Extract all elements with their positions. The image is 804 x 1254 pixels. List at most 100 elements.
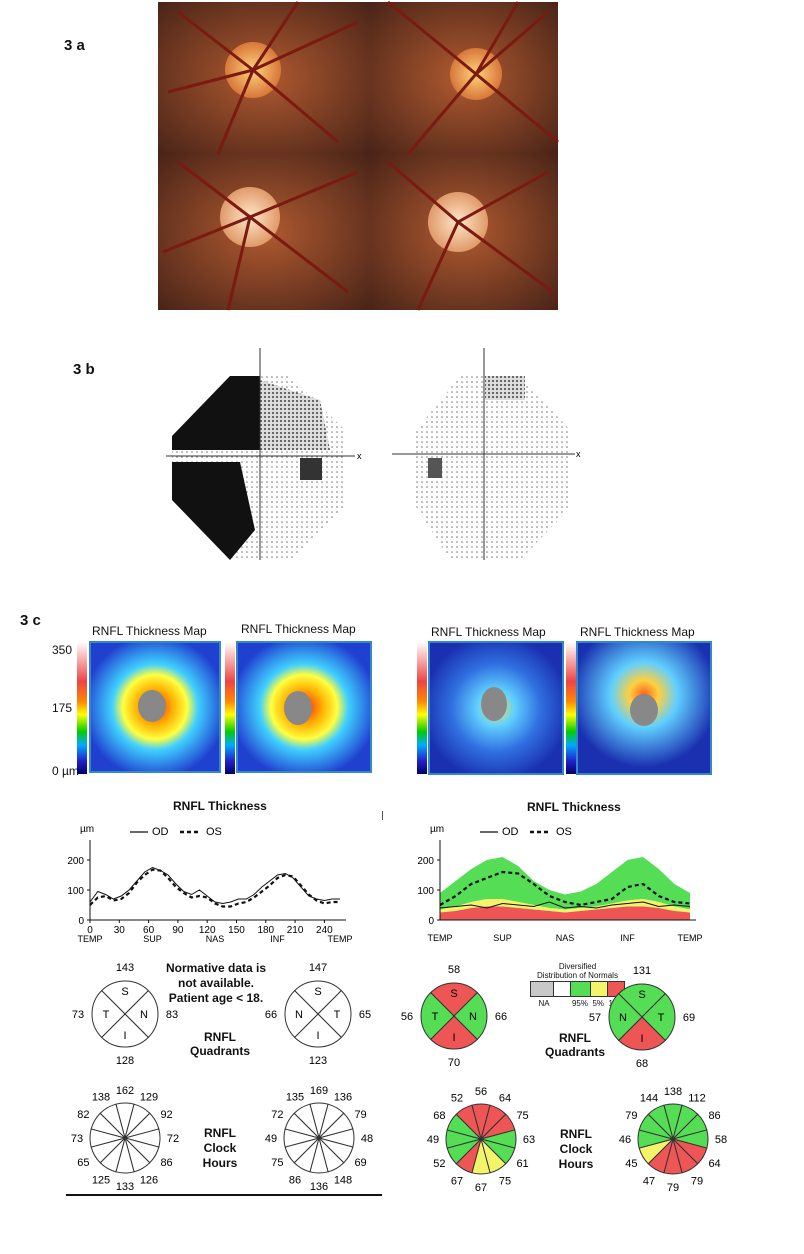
clock-sector	[455, 1104, 482, 1141]
left-od-clock-diagram: 162 129 92 72 86 126 133 125 65 73 82 138	[60, 1083, 190, 1193]
right-os-quadrant-diagram: S T I N 131 69 68 57	[587, 962, 697, 1072]
clock-sector	[293, 1103, 320, 1140]
quadrant-svg: SN I T 143 83 128 73	[72, 962, 178, 1067]
quadrant-sector-n	[124, 989, 159, 1039]
clock-value: 138	[664, 1086, 682, 1098]
clock-value: 126	[140, 1175, 158, 1187]
clock-value: 144	[640, 1092, 658, 1104]
distribution-legend: Diversified Distribution of Normals NA 9…	[530, 962, 626, 1008]
clock-value: 82	[77, 1109, 89, 1121]
thickness-map-title: RNFL Thickness Map	[92, 624, 207, 638]
label-line: RNFL	[204, 1126, 236, 1140]
x-category-label: TEMP	[427, 933, 452, 943]
y-tick-label: 200	[417, 856, 434, 867]
quadrant-sector-s	[100, 980, 150, 1015]
panel-label-b: 3 b	[73, 361, 95, 378]
quadrant-letter-i: I	[316, 1030, 319, 1042]
x-category-label: SUP	[493, 933, 512, 943]
color-scale-bar	[77, 642, 87, 774]
clock-value: 47	[643, 1176, 655, 1188]
x-category-label: NAS	[206, 934, 225, 944]
quadrant-sector-s	[617, 983, 667, 1018]
right-od-quadrant-diagram: S N I T 58 66 70 56	[399, 961, 509, 1071]
band-abnormal	[440, 906, 690, 920]
y-unit-label: µm	[80, 824, 94, 835]
band-borderline	[440, 899, 690, 913]
color-scale-bar-4	[566, 642, 576, 774]
x-category-label: INF	[270, 934, 285, 944]
svg-text:x: x	[576, 449, 581, 459]
clock-value: 75	[499, 1176, 511, 1188]
clock-value: 72	[271, 1109, 283, 1121]
quadrant-letter-t: T	[334, 1009, 341, 1021]
clock-value: 64	[708, 1158, 720, 1170]
quadrant-value-i: 128	[116, 1055, 134, 1067]
clock-sector	[99, 1103, 126, 1140]
clock-value: 52	[433, 1158, 445, 1170]
quadrant-sector-s	[429, 982, 479, 1017]
clock-svg: 56 64 75 63 61 75 67 67 52 49 68 52	[427, 1086, 535, 1194]
quadrant-value-i: 123	[309, 1055, 327, 1067]
clock-value: 169	[310, 1085, 328, 1097]
clock-value: 162	[116, 1085, 134, 1097]
left-chart-title: RNFL Thickness	[173, 799, 267, 813]
clock-value: 136	[310, 1181, 328, 1193]
clock-value: 52	[451, 1092, 463, 1104]
clock-value: 79	[691, 1176, 703, 1188]
quadrant-letter-n: N	[295, 1009, 303, 1021]
fundus-od-2	[158, 154, 370, 311]
clock-value: 45	[625, 1158, 637, 1170]
color-scale-bar-2	[225, 642, 235, 774]
left-os-clock-diagram: 169 136 79 48 69 148 136 86 75 49 72 135	[254, 1083, 384, 1193]
quadrant-letter-t: T	[103, 1009, 110, 1021]
quadrant-value-s: 143	[116, 962, 134, 974]
right-os-clock-diagram: 138 112 86 58 64 79 79 47 45 46 79 144	[608, 1084, 738, 1194]
quadrant-letter-t: T	[658, 1012, 665, 1024]
clock-sector	[647, 1104, 674, 1141]
swatch-yellow	[591, 981, 609, 997]
x-tick-label: 240	[316, 925, 333, 936]
visual-field-os: x	[392, 348, 581, 560]
clock-value: 48	[361, 1133, 373, 1145]
x-tick-label: 90	[172, 925, 184, 936]
quadrant-sector-t	[317, 989, 352, 1039]
quadrant-sector-s	[293, 980, 343, 1015]
thickness-map-od-left	[89, 641, 221, 773]
visual-field-plots: x x	[166, 348, 581, 560]
clock-value: 86	[708, 1110, 720, 1122]
y-tick-label: 200	[67, 856, 84, 867]
label-line: Hours	[202, 1156, 238, 1170]
left-od-quadrant-diagram: S N I T 143 83 128 73	[70, 959, 180, 1069]
clock-value: 138	[92, 1091, 110, 1103]
dist-title-1: Diversified	[558, 962, 597, 971]
swatch-white	[553, 981, 571, 997]
right-quadrants-label: RNFL Quadrants	[540, 1031, 610, 1059]
label-line: Hours	[558, 1157, 594, 1171]
scale-tick-175: 175	[52, 701, 73, 715]
clock-value: 92	[160, 1109, 172, 1121]
clock-value: 73	[71, 1133, 83, 1145]
quadrant-sector-n	[284, 989, 319, 1039]
quadrant-svg: S T I N 131 69 68 57	[589, 965, 695, 1070]
y-tick-label: 0	[428, 916, 434, 927]
fundus-od-1	[158, 1, 370, 155]
dist-label-5: 5%	[592, 999, 604, 1008]
quadrant-value-s: 147	[309, 962, 327, 974]
color-scale-bar-3	[417, 642, 427, 774]
fundus-os-2	[370, 154, 558, 311]
clock-value: 61	[516, 1158, 528, 1170]
fundus-os-1	[370, 0, 559, 155]
label-line: RNFL	[559, 1031, 591, 1045]
clock-value: 68	[433, 1110, 445, 1122]
thickness-map-title: RNFL Thickness Map	[431, 625, 546, 639]
quadrant-letter-s: S	[121, 986, 128, 998]
y-unit-label: µm	[430, 824, 444, 835]
note-line-1: Normative data is	[165, 961, 267, 975]
x-category-label: TEMP	[77, 934, 102, 944]
thickness-map-os-right	[576, 641, 712, 775]
scale-tick-350: 350	[52, 643, 73, 657]
quadrant-letter-i: I	[452, 1032, 455, 1044]
clock-value: 67	[451, 1176, 463, 1188]
